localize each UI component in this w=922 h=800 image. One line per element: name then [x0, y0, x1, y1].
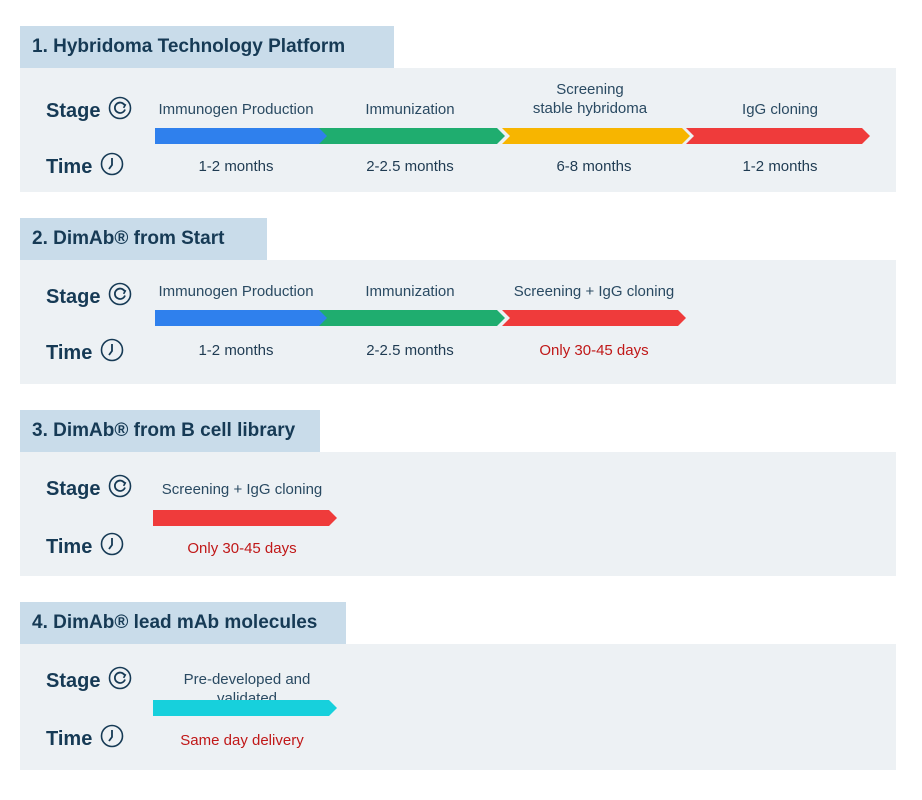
stage-arrow-immunogen	[155, 310, 335, 326]
refresh-cycle-icon	[108, 282, 132, 312]
time-label: Time	[46, 535, 93, 558]
stage-duration: 1-2 months	[742, 158, 818, 175]
stage-arrow-shape	[686, 128, 870, 144]
stage-arrow-shape	[155, 310, 335, 326]
stage-arrow-shape	[502, 128, 690, 144]
stage-arrow-immunization	[319, 310, 505, 326]
stage-row-label: Stage	[46, 282, 166, 312]
stage-duration: 2-2.5 months	[366, 342, 454, 359]
section-title: 3. DimAb® from B cell library	[20, 410, 320, 452]
time-row-label: Time	[46, 724, 166, 754]
stage-arrow-shape	[502, 310, 686, 326]
stage-arrow-shape	[319, 128, 505, 144]
stage-arrow-screening-igg	[502, 310, 686, 326]
time-label: Time	[46, 341, 93, 364]
stage-duration: 2-2.5 months	[366, 158, 454, 175]
stage-name: Immunogen Production	[158, 101, 314, 118]
stage-name: IgG cloning	[742, 101, 818, 118]
section-dimab-lead: 4. DimAb® lead mAb molecules Stage Time …	[20, 602, 896, 770]
section-title: 4. DimAb® lead mAb molecules	[20, 602, 346, 644]
stage-arrow-screening	[502, 128, 690, 144]
stage-arrow-igg	[686, 128, 870, 144]
stage-row-label: Stage	[46, 96, 166, 126]
section-dimab-bcell: 3. DimAb® from B cell library Stage Time…	[20, 410, 896, 576]
section-title: 1. Hybridoma Technology Platform	[20, 26, 394, 68]
time-row-label: Time	[46, 338, 166, 368]
time-row-label: Time	[46, 532, 166, 562]
stage-name: Screening + IgG cloning	[513, 283, 675, 300]
time-label: Time	[46, 727, 93, 750]
refresh-cycle-icon	[108, 96, 132, 126]
stage-name: Screening + IgG cloning	[161, 481, 323, 498]
stage-label: Stage	[46, 99, 101, 122]
stage-duration: 1-2 months	[198, 158, 274, 175]
stage-name: Immunogen Production	[158, 283, 314, 300]
stage-arrow-shape	[153, 510, 337, 526]
stage-arrow-immunization	[319, 128, 505, 144]
stage-row-label: Stage	[46, 474, 166, 504]
clock-icon	[100, 532, 124, 562]
stage-duration: 1-2 months	[198, 342, 274, 359]
stage-duration-highlight: Only 30-45 days	[539, 342, 649, 359]
refresh-cycle-icon	[108, 666, 132, 696]
stage-arrow-immunogen	[155, 128, 335, 144]
stage-name-text: Screening stable hybridoma	[532, 81, 648, 117]
section-panel: Stage Time Immunogen Production Immuniza…	[20, 68, 896, 192]
stage-arrow-screening-igg	[153, 510, 337, 526]
clock-icon	[100, 338, 124, 368]
stage-name: Screening stable hybridoma	[490, 80, 690, 118]
section-dimab-start: 2. DimAb® from Start Stage Time Immunoge…	[20, 218, 896, 384]
stage-arrow-shape	[319, 310, 505, 326]
time-label: Time	[46, 155, 93, 178]
stage-duration: 6-8 months	[556, 158, 632, 175]
stage-name: Immunization	[365, 283, 455, 300]
time-row-label: Time	[46, 152, 166, 182]
stage-row-label: Stage	[46, 666, 166, 696]
stage-label: Stage	[46, 285, 101, 308]
stage-arrow-shape	[153, 700, 337, 716]
stage-name: Immunization	[365, 101, 455, 118]
stage-duration-highlight: Only 30-45 days	[187, 540, 297, 557]
refresh-cycle-icon	[108, 474, 132, 504]
stage-duration-highlight: Same day delivery	[180, 732, 304, 749]
stage-label: Stage	[46, 477, 101, 500]
clock-icon	[100, 724, 124, 754]
section-panel: Stage Time Immunogen Production Immuniza…	[20, 260, 896, 384]
section-panel: Stage Time Screening + IgG cloning Only …	[20, 452, 896, 576]
clock-icon	[100, 152, 124, 182]
stage-label: Stage	[46, 669, 101, 692]
section-hybridoma: 1. Hybridoma Technology Platform Stage T…	[20, 26, 896, 192]
stage-arrow-shape	[155, 128, 335, 144]
section-title: 2. DimAb® from Start	[20, 218, 267, 260]
stage-arrow-predeveloped	[153, 700, 337, 716]
section-panel: Stage Time Pre-developed and validated S…	[20, 644, 896, 770]
